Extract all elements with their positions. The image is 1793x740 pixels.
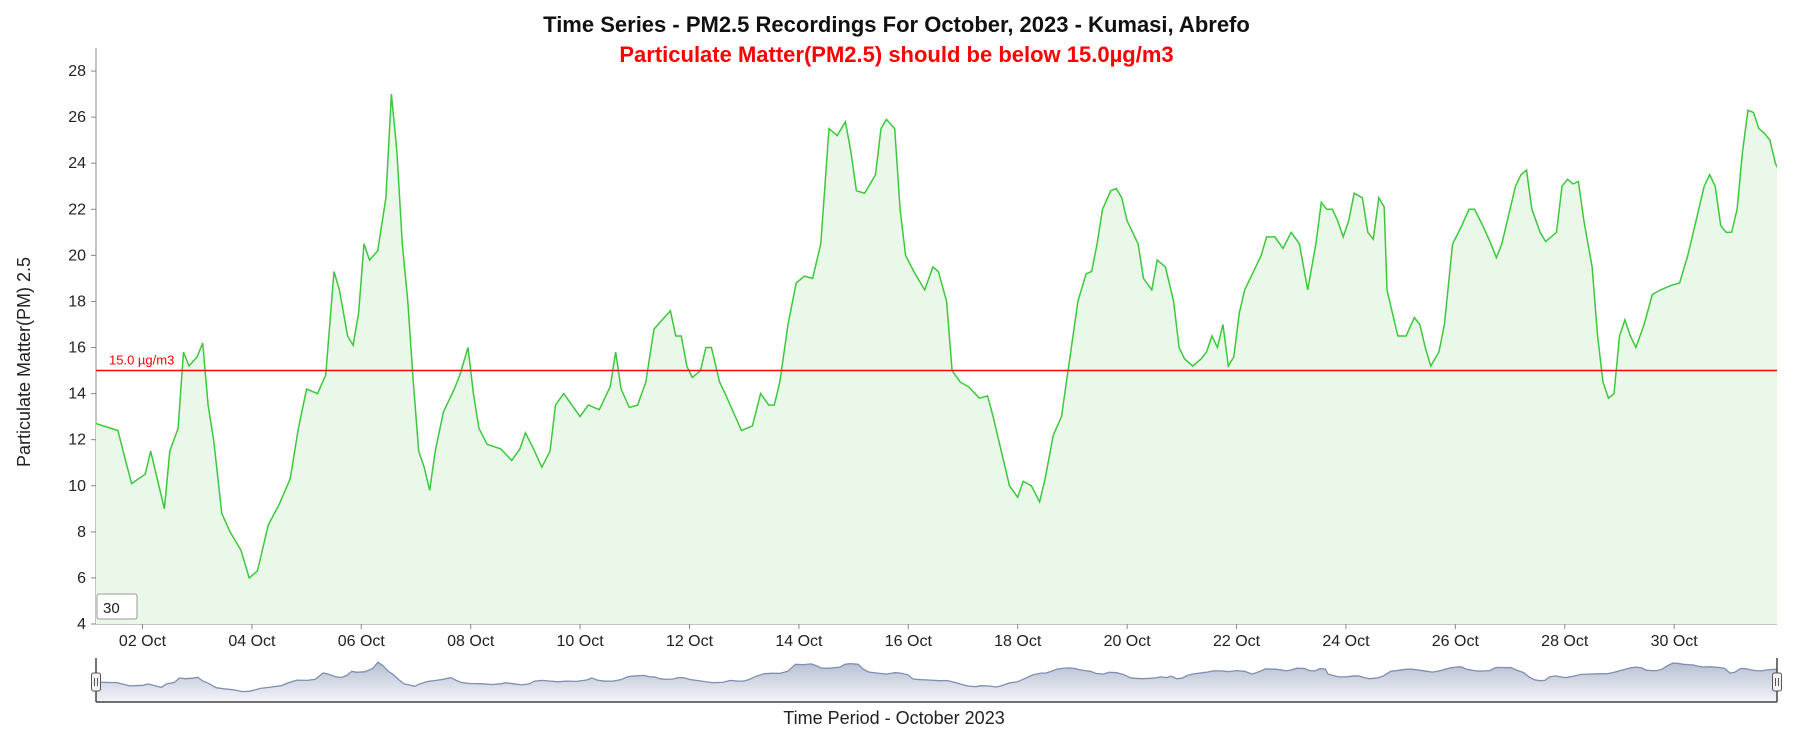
range-navigator[interactable] [91,658,1782,703]
chart-subtitle: Particulate Matter(PM2.5) should be belo… [619,42,1174,67]
y-tick-label: 8 [77,524,86,541]
y-tick-label: 24 [68,155,86,172]
x-tick-label: 28 Oct [1541,633,1589,650]
y-axis-title: Particulate Matter(PM) 2.5 [14,257,34,467]
x-tick-label: 10 Oct [557,633,605,650]
rolling-period-box[interactable] [96,593,138,620]
navigator-area [96,662,1777,702]
x-tick-label: 24 Oct [1322,633,1370,650]
handle-body[interactable] [1772,672,1782,692]
plot-area[interactable]: 15.0 µg/m3 30 [95,48,1793,625]
y-axis-title-group: Particulate Matter(PM) 2.5 [14,257,34,467]
navigator-series-line [95,661,1778,693]
chart-title: Time Series - PM2.5 Recordings For Octob… [543,12,1250,37]
y-tick-label: 6 [77,570,86,587]
y-tick-label: 26 [68,109,86,126]
y-tick-label: 28 [68,63,86,80]
x-tick-label: 12 Oct [666,633,714,650]
x-tick-label: 04 Oct [228,633,276,650]
x-tick-label: 18 Oct [994,633,1042,650]
x-tick-label: 22 Oct [1213,633,1261,650]
y-tick-label: 22 [68,201,86,218]
y-tick-label: 10 [68,478,86,495]
series-group [96,94,1793,624]
rolling-period-value: 30 [103,600,120,617]
handle-body[interactable] [91,672,101,692]
x-tick-label: 08 Oct [447,633,495,650]
y-tick-label: 12 [68,432,86,449]
x-axis-title: Time Period - October 2023 [783,708,1004,728]
x-tick-label: 14 Oct [775,633,823,650]
pm25-area-fill [96,94,1777,624]
x-tick-label: 02 Oct [119,633,167,650]
threshold-label: 15.0 µg/m3 [109,353,174,368]
x-tick-label: 06 Oct [338,633,386,650]
x-tick-label: 20 Oct [1104,633,1152,650]
x-axis-ticks: 02 Oct 04 Oct 06 Oct 08 Oct 10 Oct 12 Oct 14 O… [119,624,1698,650]
y-tick-label: 14 [68,386,86,403]
x-tick-label: 16 Oct [885,633,933,650]
y-tick-label: 20 [68,247,86,264]
x-tick-label: 30 Oct [1651,633,1699,650]
y-axis-ticks: 4 6 8 10 12 14 16 18 20 22 24 26 28 [68,63,96,633]
pm25-series-line[interactable] [96,94,1793,580]
y-tick-label: 16 [68,340,86,357]
navigator-left-handle[interactable] [91,672,101,692]
y-tick-label: 4 [77,616,86,633]
navigator-right-handle[interactable] [1772,672,1782,692]
x-tick-label: 26 Oct [1432,633,1480,650]
y-tick-label: 18 [68,293,86,310]
